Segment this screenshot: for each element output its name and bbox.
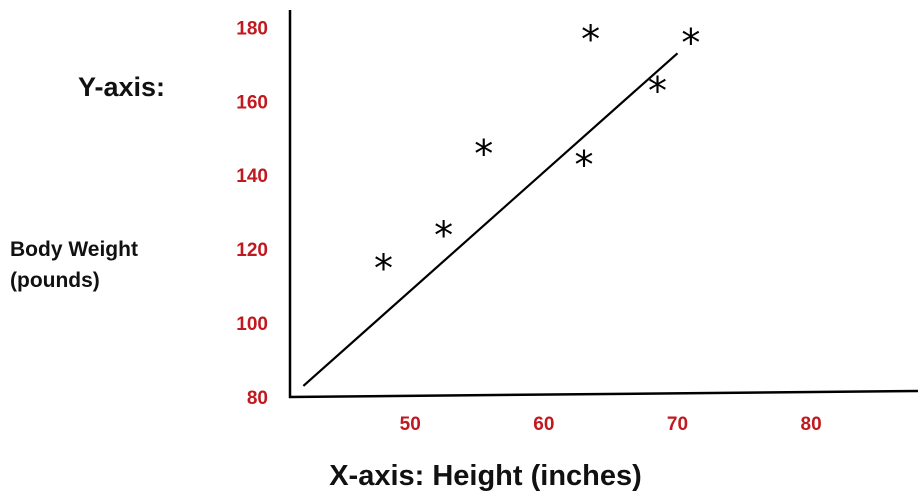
x-axis-label: X-axis: Height (inches) — [329, 460, 642, 492]
data-points: * * * * * * * — [374, 17, 700, 290]
y-tick-label: 180 — [236, 18, 268, 39]
trend-line-group — [302, 52, 679, 387]
data-point: * — [374, 247, 393, 291]
data-point: * — [474, 132, 493, 176]
x-tick-label: 60 — [533, 414, 554, 435]
y-tick-labels: 80 100 120 140 160 180 — [236, 18, 268, 409]
y-tick-label: 140 — [236, 166, 268, 187]
y-axis-label-line2: (pounds) — [10, 269, 100, 292]
data-point: * — [434, 213, 453, 257]
y-tick-label: 120 — [236, 240, 268, 261]
y-axis-label: Body Weight (pounds) — [10, 234, 210, 296]
plot-axes — [288, 10, 919, 399]
x-axis-label-wrap: X-axis: Height (inches) — [0, 460, 921, 493]
y-tick-label: 80 — [247, 388, 268, 409]
data-point: * — [581, 17, 600, 61]
x-tick-label: 70 — [667, 414, 688, 435]
data-point: * — [648, 69, 667, 113]
trend-line — [302, 52, 679, 387]
x-tick-labels: 50 60 70 80 — [400, 414, 822, 435]
y-tick-label: 100 — [236, 314, 268, 335]
data-point: * — [574, 143, 593, 187]
x-tick-label: 80 — [801, 414, 822, 435]
x-axis-line — [288, 389, 919, 399]
data-point: * — [681, 21, 700, 65]
y-tick-label: 160 — [236, 92, 268, 113]
x-tick-label: 50 — [400, 414, 421, 435]
y-axis-label-line1: Body Weight — [10, 238, 138, 261]
y-axis-heading: Y-axis: — [78, 72, 166, 102]
